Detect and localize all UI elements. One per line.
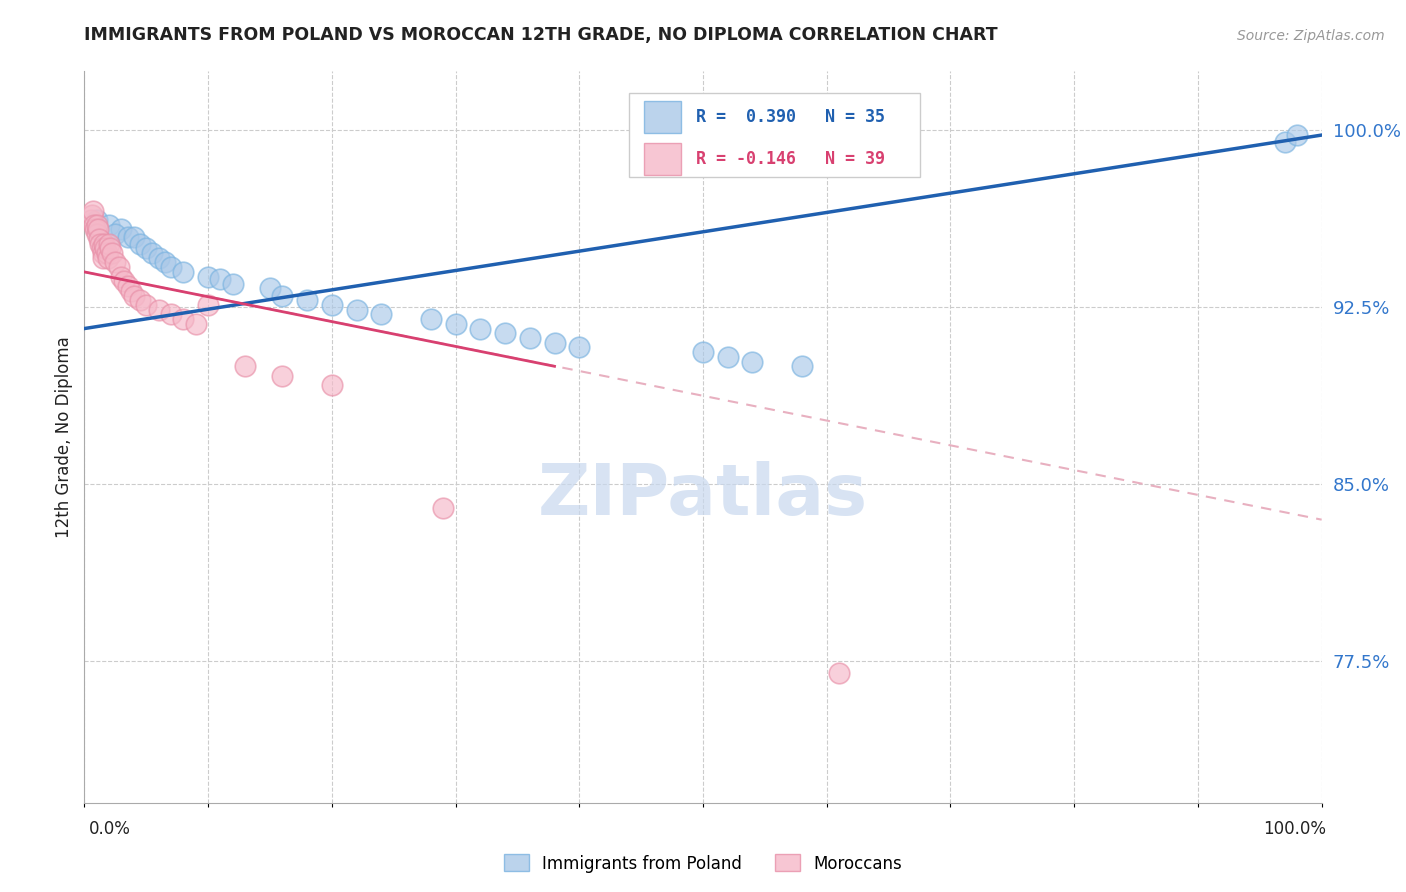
Point xyxy=(494,326,516,341)
Point xyxy=(80,208,103,222)
Point xyxy=(148,302,170,317)
Point xyxy=(89,232,111,246)
Text: Source: ZipAtlas.com: Source: ZipAtlas.com xyxy=(1237,29,1385,43)
Point xyxy=(97,251,120,265)
Point xyxy=(222,277,245,291)
Text: IMMIGRANTS FROM POLAND VS MOROCCAN 12TH GRADE, NO DIPLOMA CORRELATION CHART: IMMIGRANTS FROM POLAND VS MOROCCAN 12TH … xyxy=(84,26,998,44)
Point xyxy=(153,255,176,269)
Text: R = -0.146: R = -0.146 xyxy=(696,150,796,168)
Point xyxy=(91,246,114,260)
Point xyxy=(160,307,183,321)
Point xyxy=(172,312,194,326)
Point xyxy=(828,666,851,681)
Point xyxy=(259,281,281,295)
Point xyxy=(110,269,132,284)
Point xyxy=(98,218,121,232)
Point xyxy=(93,236,115,251)
Point xyxy=(94,241,117,255)
Point xyxy=(233,359,256,374)
Point xyxy=(741,354,763,368)
Point xyxy=(112,274,135,288)
Point xyxy=(470,321,492,335)
Point xyxy=(148,251,170,265)
Point xyxy=(790,359,813,374)
Point xyxy=(120,284,142,298)
Point xyxy=(79,213,101,227)
Bar xyxy=(644,101,681,133)
Point xyxy=(89,236,111,251)
Point xyxy=(370,307,392,321)
Text: R =  0.390: R = 0.390 xyxy=(696,108,796,126)
Point xyxy=(96,246,118,260)
Point xyxy=(117,279,139,293)
Y-axis label: 12th Grade, No Diploma: 12th Grade, No Diploma xyxy=(55,336,73,538)
Point xyxy=(100,246,122,260)
Point xyxy=(346,302,368,317)
Point xyxy=(104,227,127,242)
Point xyxy=(419,312,441,326)
Point xyxy=(129,293,152,308)
Point xyxy=(110,222,132,236)
Point xyxy=(90,241,112,255)
Point xyxy=(432,500,454,515)
Point xyxy=(209,272,232,286)
Point xyxy=(87,222,110,236)
Point xyxy=(543,335,565,350)
Point xyxy=(717,350,740,364)
Point xyxy=(692,345,714,359)
Point xyxy=(519,331,541,345)
Point xyxy=(117,229,139,244)
Point xyxy=(1285,128,1308,142)
Point xyxy=(91,251,114,265)
Point xyxy=(122,288,145,302)
Point xyxy=(98,236,121,251)
Point xyxy=(321,378,343,392)
Point xyxy=(1274,135,1296,149)
Text: N = 39: N = 39 xyxy=(825,150,886,168)
Point xyxy=(568,340,591,354)
Point xyxy=(271,368,294,383)
Point xyxy=(295,293,318,308)
Point xyxy=(84,222,107,236)
Point xyxy=(271,288,294,302)
Point xyxy=(197,298,219,312)
Point xyxy=(98,241,121,255)
Legend: Immigrants from Poland, Moroccans: Immigrants from Poland, Moroccans xyxy=(496,847,910,880)
Point xyxy=(83,218,105,232)
Point xyxy=(197,269,219,284)
Text: N = 35: N = 35 xyxy=(825,108,886,126)
Point xyxy=(135,298,157,312)
Point xyxy=(86,227,108,242)
Point xyxy=(160,260,183,275)
Point xyxy=(82,203,104,218)
Point xyxy=(129,236,152,251)
Point xyxy=(184,317,207,331)
Point xyxy=(135,241,157,255)
Point xyxy=(86,218,108,232)
Text: 100.0%: 100.0% xyxy=(1263,820,1326,838)
Point xyxy=(86,213,108,227)
Point xyxy=(122,229,145,244)
Point xyxy=(444,317,467,331)
Text: ZIPatlas: ZIPatlas xyxy=(538,461,868,530)
FancyBboxPatch shape xyxy=(628,94,920,178)
Point xyxy=(141,246,163,260)
Text: 0.0%: 0.0% xyxy=(89,820,131,838)
Bar xyxy=(644,143,681,175)
Point xyxy=(172,265,194,279)
Point xyxy=(104,255,127,269)
Point xyxy=(108,260,131,275)
Point xyxy=(321,298,343,312)
